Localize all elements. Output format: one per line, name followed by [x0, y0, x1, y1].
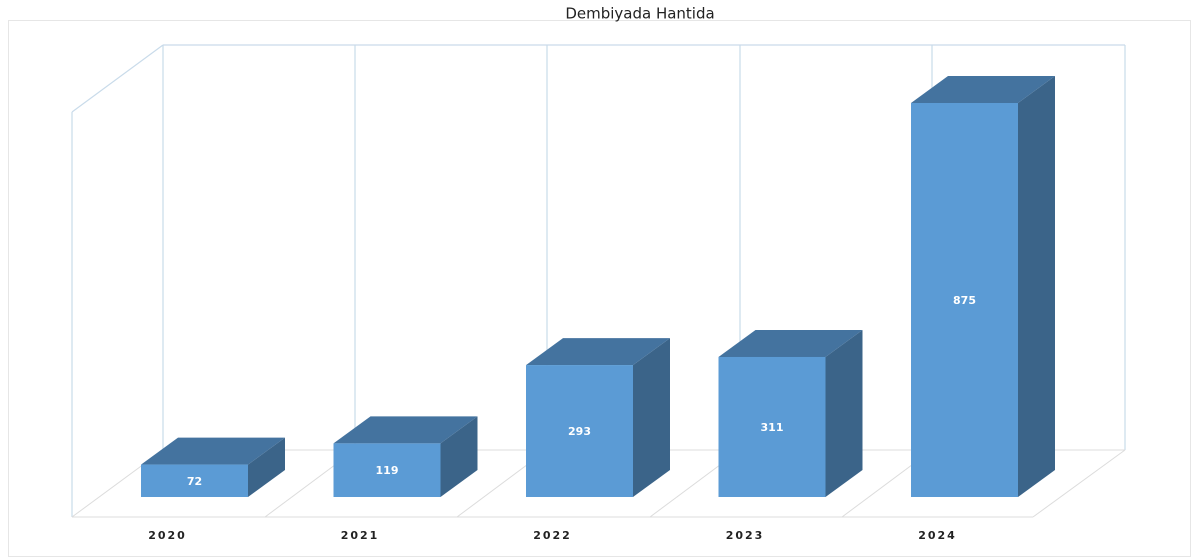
data-label: 72 — [187, 475, 202, 488]
data-label: 311 — [761, 421, 784, 434]
bar-side — [633, 338, 670, 497]
data-label: 875 — [953, 294, 976, 307]
bar-top — [333, 416, 478, 444]
bar-top — [141, 437, 285, 465]
x-tick-label: 2021 — [341, 529, 380, 542]
bar-side — [825, 329, 863, 497]
bar-top — [718, 329, 863, 357]
x-tick-label: 2022 — [533, 529, 572, 542]
bar — [141, 464, 248, 497]
bar-side — [1018, 76, 1055, 497]
x-tick-label: 2024 — [918, 529, 957, 542]
bar-side — [440, 416, 478, 497]
chart-title: Dembiyada Hantida — [565, 5, 714, 23]
data-label: 119 — [376, 464, 399, 477]
bar-side — [248, 437, 285, 497]
bar — [911, 103, 1018, 497]
x-tick-label: 2020 — [148, 529, 187, 542]
bar-top — [911, 76, 1055, 103]
data-label: 293 — [568, 425, 591, 438]
bar — [526, 365, 633, 497]
bar — [333, 443, 441, 497]
bar-top — [526, 338, 670, 366]
x-tick-label: 2023 — [726, 529, 765, 542]
bar — [718, 356, 826, 497]
